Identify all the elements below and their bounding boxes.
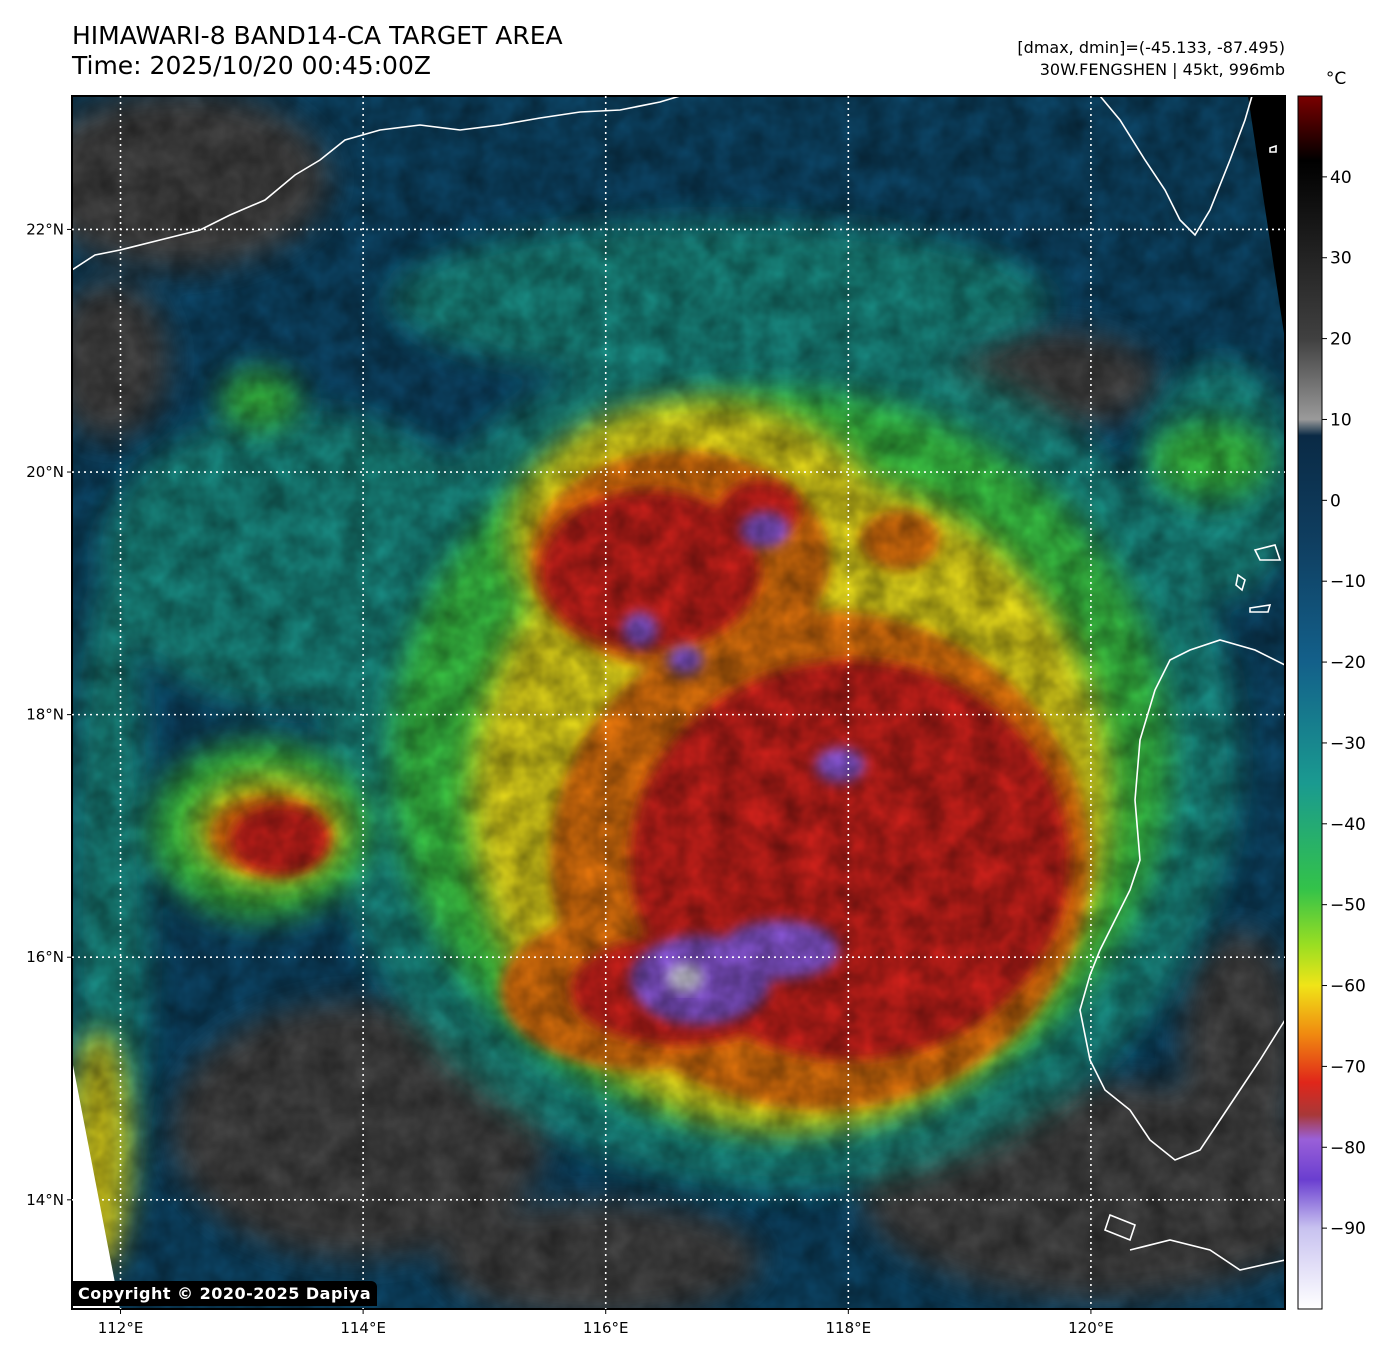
colorbar-unit: °C bbox=[1326, 69, 1346, 89]
colorbar: °C 40 30 20 10 0 −10 −20 −30 −40 −50 −60 −70 −80 −90 bbox=[1297, 69, 1366, 1310]
copyright-notice: Copyright © 2020-2025 Dapiya bbox=[73, 1281, 378, 1306]
colorbar-tick-label: 40 bbox=[1330, 168, 1352, 188]
colorbar-tick-label: 20 bbox=[1330, 330, 1352, 350]
longitude-label: 112°E bbox=[98, 1319, 144, 1337]
satellite-imagery bbox=[72, 96, 1285, 1309]
colorbar-tick-label: 30 bbox=[1330, 249, 1352, 269]
colorbar-gradient-bar bbox=[1297, 95, 1323, 1310]
coastlines bbox=[72, 96, 1285, 1271]
observation-time: Time: 2025/10/20 00:45:00Z bbox=[72, 51, 431, 80]
colorbar-tick-label: 10 bbox=[1330, 410, 1352, 430]
storm-info: 30W.FENGSHEN | 45kt, 996mb bbox=[1039, 60, 1285, 79]
colorbar-tick-label: −20 bbox=[1330, 653, 1366, 673]
map-frame bbox=[71, 95, 1286, 1310]
longitude-label: 116°E bbox=[583, 1319, 629, 1337]
latitude-label: 16°N bbox=[26, 948, 64, 966]
longitude-label: 114°E bbox=[340, 1319, 386, 1337]
colorbar-tick-label: −40 bbox=[1330, 815, 1366, 835]
no-data-edge-bottom-left bbox=[72, 1060, 120, 1309]
colorbar-tick-label: −10 bbox=[1330, 572, 1366, 592]
latitude-label: 14°N bbox=[26, 1191, 64, 1209]
temperature-range-readout: [dmax, dmin]=(-45.133, -87.495) bbox=[1017, 38, 1285, 57]
latitude-labels: 22°N 20°N 18°N 16°N 14°N bbox=[26, 220, 72, 1209]
chart-title: HIMAWARI-8 BAND14-CA TARGET AREA bbox=[72, 21, 563, 50]
colorbar-tick-label: −50 bbox=[1330, 896, 1366, 916]
longitude-label: 120°E bbox=[1068, 1319, 1114, 1337]
latitude-label: 18°N bbox=[26, 706, 64, 724]
colorbar-ticks: 40 30 20 10 0 −10 −20 −30 −40 −50 −60 −70 −80 −90 bbox=[1322, 168, 1366, 1239]
colorbar-tick-label: −60 bbox=[1330, 977, 1366, 997]
longitude-labels: 112°E 114°E 116°E 118°E 120°E bbox=[98, 1309, 1114, 1337]
colorbar-tick-label: −30 bbox=[1330, 734, 1366, 754]
no-data-edge-top-right bbox=[1248, 96, 1285, 340]
colorbar-tick-label: −80 bbox=[1330, 1138, 1366, 1158]
graticule-lines bbox=[72, 96, 1285, 1309]
texture-overlay bbox=[72, 96, 1285, 1309]
longitude-label: 118°E bbox=[826, 1319, 872, 1337]
colorbar-tick-label: −90 bbox=[1330, 1219, 1366, 1239]
colorbar-tick-label: 0 bbox=[1330, 491, 1341, 511]
latitude-label: 22°N bbox=[26, 220, 64, 238]
colorbar-tick-label: −70 bbox=[1330, 1057, 1366, 1077]
latitude-label: 20°N bbox=[26, 463, 64, 481]
